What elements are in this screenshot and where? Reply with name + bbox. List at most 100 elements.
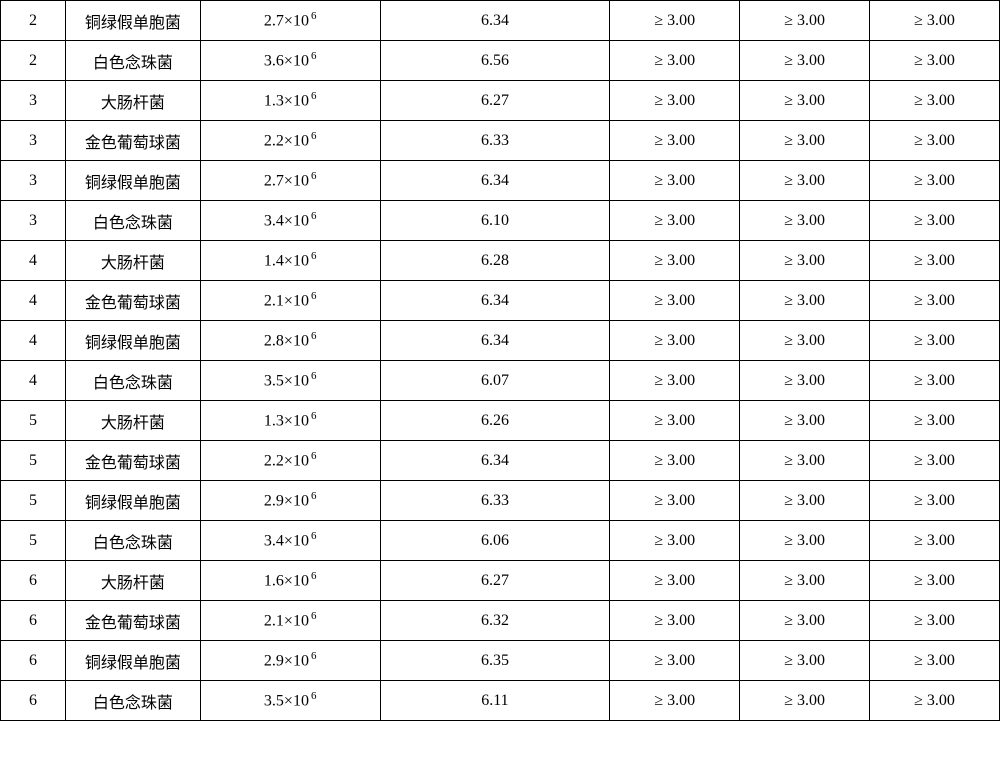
count-exp: 6: [311, 490, 317, 502]
count-exp: 6: [311, 370, 317, 382]
cell-count: 1.3×106: [200, 81, 380, 121]
cell-count: 2.8×106: [200, 321, 380, 361]
cell-value-c: ≥ 3.00: [740, 121, 870, 161]
cell-value-a: 6.32: [380, 601, 610, 641]
count-exp: 6: [311, 330, 317, 342]
cell-organism: 大肠杆菌: [65, 401, 200, 441]
count-base: 2.9×10: [264, 493, 309, 510]
cell-value-b: ≥ 3.00: [610, 121, 740, 161]
cell-value-a: 6.33: [380, 481, 610, 521]
count-exp: 6: [311, 610, 317, 622]
cell-count: 3.6×106: [200, 41, 380, 81]
cell-value-b: ≥ 3.00: [610, 601, 740, 641]
cell-count: 3.5×106: [200, 361, 380, 401]
cell-value-b: ≥ 3.00: [610, 481, 740, 521]
cell-value-c: ≥ 3.00: [740, 681, 870, 721]
cell-count: 3.5×106: [200, 681, 380, 721]
count-base: 2.7×10: [264, 13, 309, 30]
cell-count: 2.9×106: [200, 641, 380, 681]
cell-count: 2.2×106: [200, 121, 380, 161]
cell-organism: 白色念珠菌: [65, 41, 200, 81]
table-row: 2白色念珠菌3.6×1066.56≥ 3.00≥ 3.00≥ 3.00: [1, 41, 1000, 81]
cell-value-d: ≥ 3.00: [870, 481, 1000, 521]
cell-organism: 大肠杆菌: [65, 241, 200, 281]
cell-value-d: ≥ 3.00: [870, 201, 1000, 241]
cell-value-a: 6.34: [380, 161, 610, 201]
cell-value-d: ≥ 3.00: [870, 521, 1000, 561]
count-base: 2.9×10: [264, 653, 309, 670]
table-row: 4铜绿假单胞菌2.8×1066.34≥ 3.00≥ 3.00≥ 3.00: [1, 321, 1000, 361]
count-base: 2.1×10: [264, 293, 309, 310]
cell-value-c: ≥ 3.00: [740, 161, 870, 201]
count-exp: 6: [311, 650, 317, 662]
cell-value-a: 6.56: [380, 41, 610, 81]
count-exp: 6: [311, 450, 317, 462]
count-exp: 6: [311, 690, 317, 702]
table-row: 6铜绿假单胞菌2.9×1066.35≥ 3.00≥ 3.00≥ 3.00: [1, 641, 1000, 681]
cell-index: 5: [1, 521, 66, 561]
table-row: 3白色念珠菌3.4×1066.10≥ 3.00≥ 3.00≥ 3.00: [1, 201, 1000, 241]
cell-organism: 白色念珠菌: [65, 361, 200, 401]
count-base: 1.3×10: [264, 413, 309, 430]
count-base: 2.2×10: [264, 453, 309, 470]
cell-value-d: ≥ 3.00: [870, 241, 1000, 281]
table-row: 6大肠杆菌1.6×1066.27≥ 3.00≥ 3.00≥ 3.00: [1, 561, 1000, 601]
count-base: 1.6×10: [264, 573, 309, 590]
cell-value-c: ≥ 3.00: [740, 521, 870, 561]
count-exp: 6: [311, 50, 317, 62]
count-exp: 6: [311, 410, 317, 422]
count-exp: 6: [311, 90, 317, 102]
count-base: 3.4×10: [264, 213, 309, 230]
cell-organism: 大肠杆菌: [65, 81, 200, 121]
cell-index: 4: [1, 321, 66, 361]
table-row: 6白色念珠菌3.5×1066.11≥ 3.00≥ 3.00≥ 3.00: [1, 681, 1000, 721]
cell-value-b: ≥ 3.00: [610, 321, 740, 361]
cell-count: 3.4×106: [200, 201, 380, 241]
cell-organism: 白色念珠菌: [65, 681, 200, 721]
cell-value-d: ≥ 3.00: [870, 1, 1000, 41]
cell-value-a: 6.26: [380, 401, 610, 441]
cell-index: 4: [1, 361, 66, 401]
cell-index: 5: [1, 401, 66, 441]
cell-index: 5: [1, 441, 66, 481]
count-base: 1.4×10: [264, 253, 309, 270]
cell-organism: 金色葡萄球菌: [65, 601, 200, 641]
cell-value-b: ≥ 3.00: [610, 521, 740, 561]
cell-value-c: ≥ 3.00: [740, 441, 870, 481]
count-exp: 6: [311, 290, 317, 302]
table-row: 3铜绿假单胞菌2.7×1066.34≥ 3.00≥ 3.00≥ 3.00: [1, 161, 1000, 201]
table-body: 2铜绿假单胞菌2.7×1066.34≥ 3.00≥ 3.00≥ 3.002白色念…: [1, 1, 1000, 721]
cell-value-d: ≥ 3.00: [870, 41, 1000, 81]
cell-value-c: ≥ 3.00: [740, 641, 870, 681]
cell-value-a: 6.27: [380, 81, 610, 121]
cell-index: 2: [1, 1, 66, 41]
cell-value-d: ≥ 3.00: [870, 161, 1000, 201]
cell-value-c: ≥ 3.00: [740, 281, 870, 321]
table-row: 2铜绿假单胞菌2.7×1066.34≥ 3.00≥ 3.00≥ 3.00: [1, 1, 1000, 41]
cell-count: 2.2×106: [200, 441, 380, 481]
cell-count: 2.7×106: [200, 1, 380, 41]
count-base: 3.4×10: [264, 533, 309, 550]
cell-value-d: ≥ 3.00: [870, 81, 1000, 121]
cell-index: 5: [1, 481, 66, 521]
cell-organism: 大肠杆菌: [65, 561, 200, 601]
cell-index: 6: [1, 601, 66, 641]
table-row: 4白色念珠菌3.5×1066.07≥ 3.00≥ 3.00≥ 3.00: [1, 361, 1000, 401]
count-exp: 6: [311, 170, 317, 182]
cell-organism: 金色葡萄球菌: [65, 281, 200, 321]
cell-index: 4: [1, 241, 66, 281]
cell-value-d: ≥ 3.00: [870, 401, 1000, 441]
cell-value-c: ≥ 3.00: [740, 81, 870, 121]
cell-value-b: ≥ 3.00: [610, 681, 740, 721]
cell-value-d: ≥ 3.00: [870, 361, 1000, 401]
cell-index: 6: [1, 561, 66, 601]
table-row: 5金色葡萄球菌2.2×1066.34≥ 3.00≥ 3.00≥ 3.00: [1, 441, 1000, 481]
cell-value-a: 6.27: [380, 561, 610, 601]
cell-count: 2.1×106: [200, 281, 380, 321]
cell-value-d: ≥ 3.00: [870, 641, 1000, 681]
cell-index: 3: [1, 81, 66, 121]
table-row: 5铜绿假单胞菌2.9×1066.33≥ 3.00≥ 3.00≥ 3.00: [1, 481, 1000, 521]
table-row: 5白色念珠菌3.4×1066.06≥ 3.00≥ 3.00≥ 3.00: [1, 521, 1000, 561]
cell-organism: 金色葡萄球菌: [65, 441, 200, 481]
cell-value-c: ≥ 3.00: [740, 601, 870, 641]
